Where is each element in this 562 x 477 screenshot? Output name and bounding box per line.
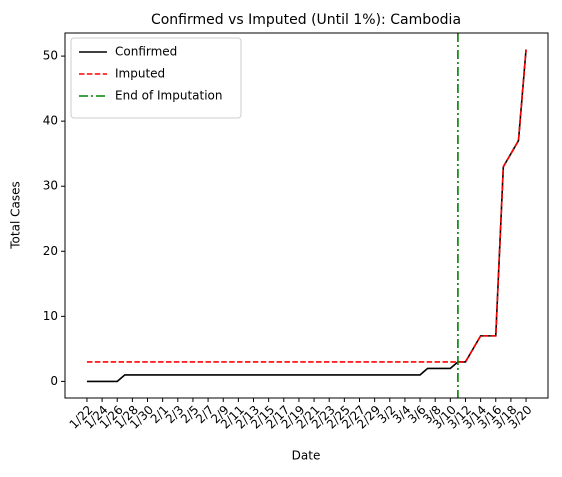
y-tick-label: 50 <box>43 49 58 63</box>
legend-label: Imputed <box>115 67 165 81</box>
y-tick-label: 20 <box>43 244 58 258</box>
y-axis-label: Total Cases <box>9 181 23 249</box>
y-tick-label: 30 <box>43 179 58 193</box>
plot-frame <box>64 32 549 399</box>
y-tick-label: 10 <box>43 309 58 323</box>
line-0 <box>86 49 527 383</box>
y-tick-label: 40 <box>43 114 58 128</box>
chart-title: Confirmed vs Imputed (Until 1%): Cambodi… <box>151 12 461 28</box>
x-axis-label: Date <box>292 449 321 463</box>
legend-label: Confirmed <box>115 45 177 59</box>
legend-box <box>70 37 242 119</box>
line-1 <box>86 49 527 363</box>
legend-label: End of Imputation <box>115 89 223 103</box>
y-tick-label: 0 <box>50 374 58 388</box>
